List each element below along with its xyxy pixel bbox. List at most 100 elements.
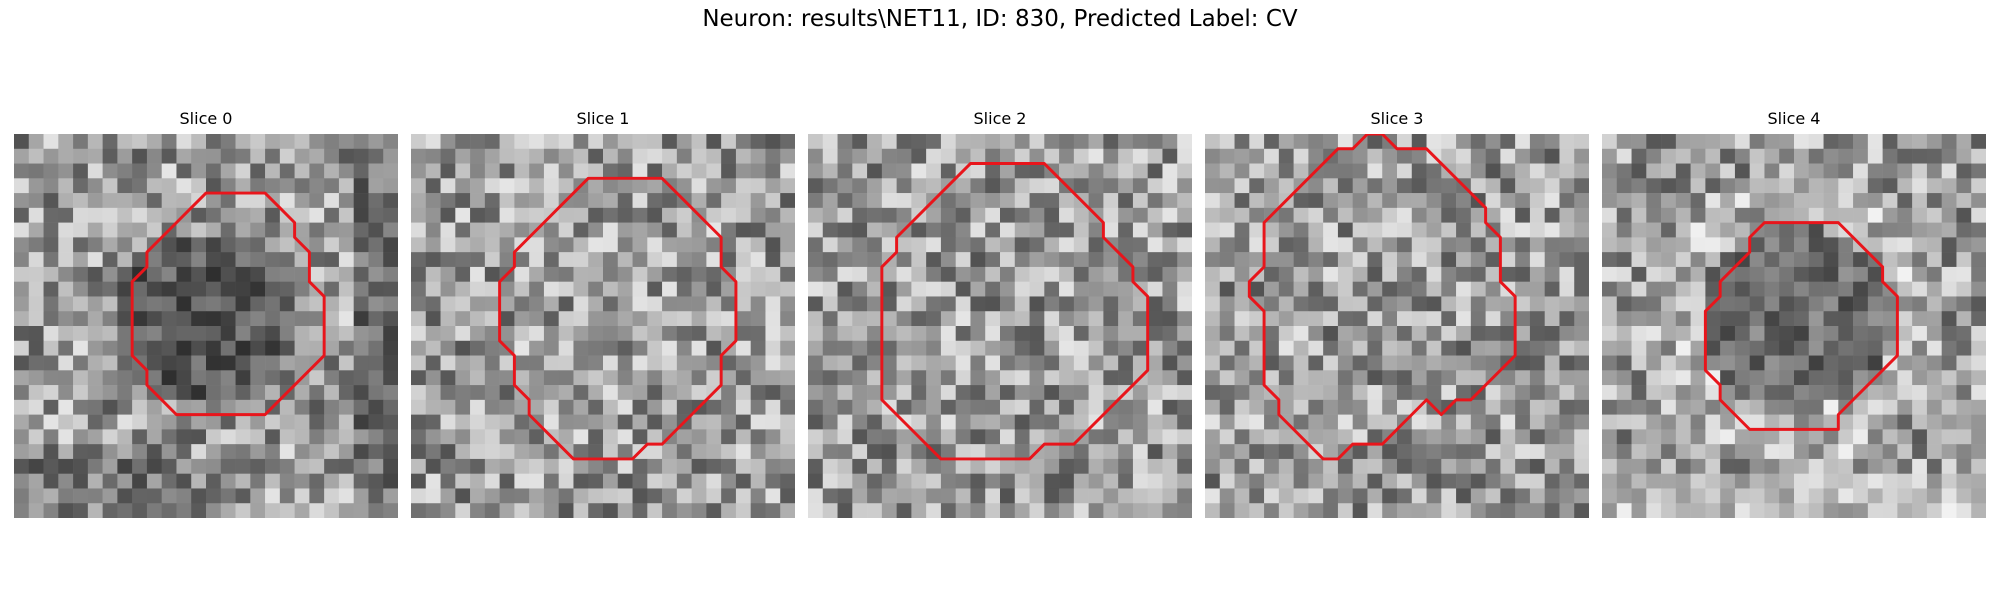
pixel xyxy=(1132,326,1148,342)
pixel xyxy=(1000,237,1016,253)
pixel xyxy=(235,488,251,504)
pixel xyxy=(603,296,619,312)
pixel xyxy=(1690,429,1706,445)
pixel xyxy=(603,326,619,342)
pixel xyxy=(294,473,310,489)
pixel xyxy=(43,385,59,401)
pixel xyxy=(765,503,781,518)
pixel xyxy=(1367,444,1383,460)
pixel xyxy=(1029,237,1045,253)
pixel xyxy=(822,281,838,297)
pixel xyxy=(265,429,281,445)
pixel xyxy=(28,207,44,223)
pixel xyxy=(1690,503,1706,518)
pixel xyxy=(1631,163,1647,179)
pixel xyxy=(455,503,471,518)
pixel xyxy=(1882,326,1898,342)
pixel xyxy=(765,207,781,223)
pixel xyxy=(1014,193,1030,209)
pixel xyxy=(603,370,619,386)
pixel xyxy=(1470,399,1486,415)
pixel xyxy=(1426,458,1442,474)
pixel xyxy=(1853,473,1869,489)
pixel xyxy=(294,281,310,297)
pixel xyxy=(632,326,648,342)
pixel xyxy=(1749,148,1765,164)
pixel xyxy=(573,503,589,518)
pixel xyxy=(780,281,795,297)
pixel xyxy=(14,444,30,460)
pixel xyxy=(1867,326,1883,342)
pixel xyxy=(514,488,530,504)
pixel xyxy=(206,193,222,209)
pixel xyxy=(1823,503,1839,518)
slice-title: Slice 0 xyxy=(179,109,233,128)
pixel xyxy=(1249,207,1265,223)
pixel xyxy=(1631,385,1647,401)
pixel xyxy=(1867,178,1883,194)
pixel xyxy=(1323,458,1339,474)
pixel xyxy=(647,458,663,474)
pixel xyxy=(1559,311,1575,327)
pixel xyxy=(383,385,398,401)
pixel xyxy=(470,414,486,430)
pixel xyxy=(911,458,927,474)
pixel xyxy=(1044,252,1060,268)
pixel xyxy=(588,340,604,356)
pixel xyxy=(146,414,162,430)
pixel xyxy=(955,355,971,371)
pixel xyxy=(1574,414,1589,430)
pixel xyxy=(353,326,369,342)
pixel xyxy=(1926,444,1942,460)
pixel xyxy=(279,370,295,386)
pixel xyxy=(1720,326,1736,342)
pixel xyxy=(617,355,633,371)
segmentation-contour xyxy=(880,162,1150,461)
pixel xyxy=(721,503,737,518)
pixel xyxy=(1574,163,1589,179)
pixel xyxy=(1219,488,1235,504)
pixel xyxy=(691,429,707,445)
pixel xyxy=(383,340,398,356)
pixel xyxy=(1397,281,1413,297)
pixel xyxy=(1941,414,1957,430)
pixel xyxy=(1456,281,1472,297)
pixel xyxy=(250,370,266,386)
pixel xyxy=(1764,266,1780,282)
pixel xyxy=(1838,252,1854,268)
pixel xyxy=(440,178,456,194)
pixel xyxy=(940,266,956,282)
pixel xyxy=(1734,266,1750,282)
pixel xyxy=(617,193,633,209)
pixel xyxy=(543,355,559,371)
pixel xyxy=(1162,163,1178,179)
pixel xyxy=(1971,429,1986,445)
pixel xyxy=(1749,311,1765,327)
pixel xyxy=(73,281,89,297)
pixel xyxy=(383,237,398,253)
pixel xyxy=(617,385,633,401)
pixel xyxy=(676,444,692,460)
pixel xyxy=(1515,237,1531,253)
pixel xyxy=(543,266,559,282)
pixel xyxy=(1705,311,1721,327)
pixel xyxy=(1912,252,1928,268)
pixel xyxy=(1529,473,1545,489)
pixel xyxy=(1616,370,1632,386)
pixel xyxy=(1838,444,1854,460)
pixel xyxy=(691,385,707,401)
pixel xyxy=(588,355,604,371)
pixel xyxy=(309,237,325,253)
pixel xyxy=(1470,311,1486,327)
pixel xyxy=(1441,473,1457,489)
pixel xyxy=(1337,473,1353,489)
pixel xyxy=(411,252,427,268)
pixel xyxy=(161,473,177,489)
pixel xyxy=(558,399,574,415)
pixel xyxy=(1897,399,1913,415)
pixel xyxy=(603,222,619,238)
pixel xyxy=(1118,222,1134,238)
pixel xyxy=(1956,340,1972,356)
pixel xyxy=(411,237,427,253)
pixel xyxy=(440,193,456,209)
